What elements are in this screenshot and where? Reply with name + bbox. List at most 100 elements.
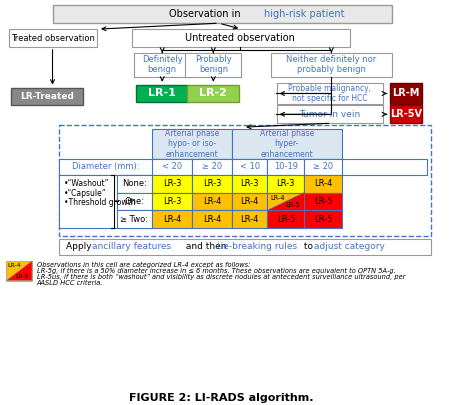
- Text: LR-4: LR-4: [8, 263, 21, 268]
- Bar: [59, 239, 431, 255]
- Text: LR-5us, if there is both “washout” and visibility as discrete nodules at anteced: LR-5us, if there is both “washout” and v…: [36, 274, 405, 280]
- Bar: [267, 192, 304, 210]
- Text: Treated observation: Treated observation: [10, 34, 94, 43]
- Polygon shape: [6, 261, 32, 281]
- Text: LR-4: LR-4: [314, 179, 332, 188]
- Text: LR-3: LR-3: [277, 179, 295, 188]
- Bar: [267, 210, 304, 228]
- Text: LR-4: LR-4: [203, 197, 221, 206]
- Bar: [390, 83, 421, 104]
- Bar: [232, 159, 267, 175]
- Bar: [53, 5, 392, 23]
- Text: and then: and then: [182, 243, 229, 252]
- Text: LR-4: LR-4: [203, 215, 221, 224]
- Text: LR-Treated: LR-Treated: [20, 92, 74, 101]
- Text: LR-5g, if there is a 50% diameter increase in ≤ 6 months. These observations are: LR-5g, if there is a 50% diameter increa…: [36, 268, 395, 274]
- Polygon shape: [267, 192, 304, 210]
- Text: Tumor in vein: Tumor in vein: [299, 110, 360, 119]
- Text: LR-3: LR-3: [240, 179, 259, 188]
- Text: LR-3: LR-3: [163, 197, 181, 206]
- Bar: [152, 129, 232, 159]
- Bar: [304, 175, 342, 192]
- Bar: [271, 53, 392, 77]
- Bar: [152, 192, 192, 210]
- Bar: [59, 159, 427, 175]
- Text: Probable malignancy,
not specific for HCC: Probable malignancy, not specific for HC…: [288, 84, 371, 103]
- Text: One:: One:: [124, 197, 144, 206]
- Bar: [232, 129, 342, 159]
- Text: None:: None:: [122, 179, 147, 188]
- Text: LR-4: LR-4: [240, 197, 259, 206]
- Text: Observations in this cell are categorized LR-4 except as follows:: Observations in this cell are categorize…: [36, 262, 250, 268]
- Bar: [152, 159, 192, 175]
- Text: LR-4: LR-4: [240, 215, 259, 224]
- Text: LR-5V: LR-5V: [390, 109, 422, 119]
- Bar: [390, 105, 421, 123]
- Text: LR-2: LR-2: [200, 88, 227, 98]
- Text: LR-M: LR-M: [392, 88, 419, 98]
- Text: AASLD HCC criteria.: AASLD HCC criteria.: [36, 280, 103, 286]
- Text: < 10: < 10: [239, 162, 260, 171]
- Bar: [134, 53, 190, 77]
- Bar: [267, 175, 304, 192]
- Text: Definitely
benign: Definitely benign: [142, 55, 182, 75]
- Bar: [152, 210, 192, 228]
- Text: to: to: [301, 243, 316, 252]
- Text: LR-5: LR-5: [277, 215, 295, 224]
- Text: •“Washout”: •“Washout”: [64, 179, 109, 188]
- Text: LR-3: LR-3: [203, 179, 221, 188]
- Text: Diameter (mm):: Diameter (mm):: [72, 162, 139, 171]
- Text: tie-breaking rules: tie-breaking rules: [217, 243, 297, 252]
- Text: ≥ 20: ≥ 20: [202, 162, 222, 171]
- Text: ≥ Two:: ≥ Two:: [120, 215, 148, 224]
- Bar: [192, 192, 232, 210]
- Text: adjust category: adjust category: [314, 243, 384, 252]
- Text: LR-1: LR-1: [148, 88, 176, 98]
- Text: Apply: Apply: [66, 243, 95, 252]
- Bar: [276, 83, 383, 104]
- Bar: [9, 29, 97, 47]
- Text: Probably
benign: Probably benign: [195, 55, 232, 75]
- Bar: [185, 53, 241, 77]
- Bar: [59, 125, 431, 236]
- Bar: [267, 159, 304, 175]
- Bar: [136, 85, 188, 102]
- Text: Arterial phase
hypo- or iso-
enhancement: Arterial phase hypo- or iso- enhancement: [165, 129, 219, 159]
- Bar: [192, 210, 232, 228]
- Bar: [304, 159, 342, 175]
- Bar: [117, 192, 152, 210]
- Bar: [276, 105, 383, 123]
- Text: < 20: < 20: [162, 162, 182, 171]
- Bar: [6, 261, 32, 281]
- Text: ancillary features: ancillary features: [92, 243, 172, 252]
- Text: Observation in: Observation in: [169, 9, 244, 19]
- Text: LR-5: LR-5: [285, 202, 300, 208]
- Text: LR-3: LR-3: [163, 179, 181, 188]
- Bar: [232, 192, 267, 210]
- Bar: [117, 210, 152, 228]
- Bar: [11, 87, 83, 105]
- Text: Untreated observation: Untreated observation: [185, 33, 295, 43]
- Text: LR-5: LR-5: [314, 197, 332, 206]
- Text: 10-19: 10-19: [274, 162, 298, 171]
- Text: LR-5: LR-5: [314, 215, 332, 224]
- Bar: [192, 175, 232, 192]
- Text: Neither definitely nor
probably benign: Neither definitely nor probably benign: [286, 55, 376, 75]
- Bar: [192, 159, 232, 175]
- Text: LR-4: LR-4: [270, 195, 285, 201]
- Bar: [117, 175, 152, 192]
- Bar: [304, 210, 342, 228]
- Bar: [152, 175, 192, 192]
- Text: ≥ 20: ≥ 20: [313, 162, 333, 171]
- Text: Arterial phase
hyper-
enhancement: Arterial phase hyper- enhancement: [260, 129, 314, 159]
- Text: FIGURE 2: LI-RADS algorithm.: FIGURE 2: LI-RADS algorithm.: [129, 392, 314, 403]
- Text: LR-4: LR-4: [163, 215, 181, 224]
- Bar: [304, 192, 342, 210]
- Bar: [59, 175, 152, 228]
- Bar: [131, 29, 350, 47]
- Bar: [232, 175, 267, 192]
- Text: •“Capsule”: •“Capsule”: [64, 189, 106, 198]
- Bar: [232, 210, 267, 228]
- Text: high-risk patient: high-risk patient: [264, 9, 344, 19]
- Bar: [187, 85, 239, 102]
